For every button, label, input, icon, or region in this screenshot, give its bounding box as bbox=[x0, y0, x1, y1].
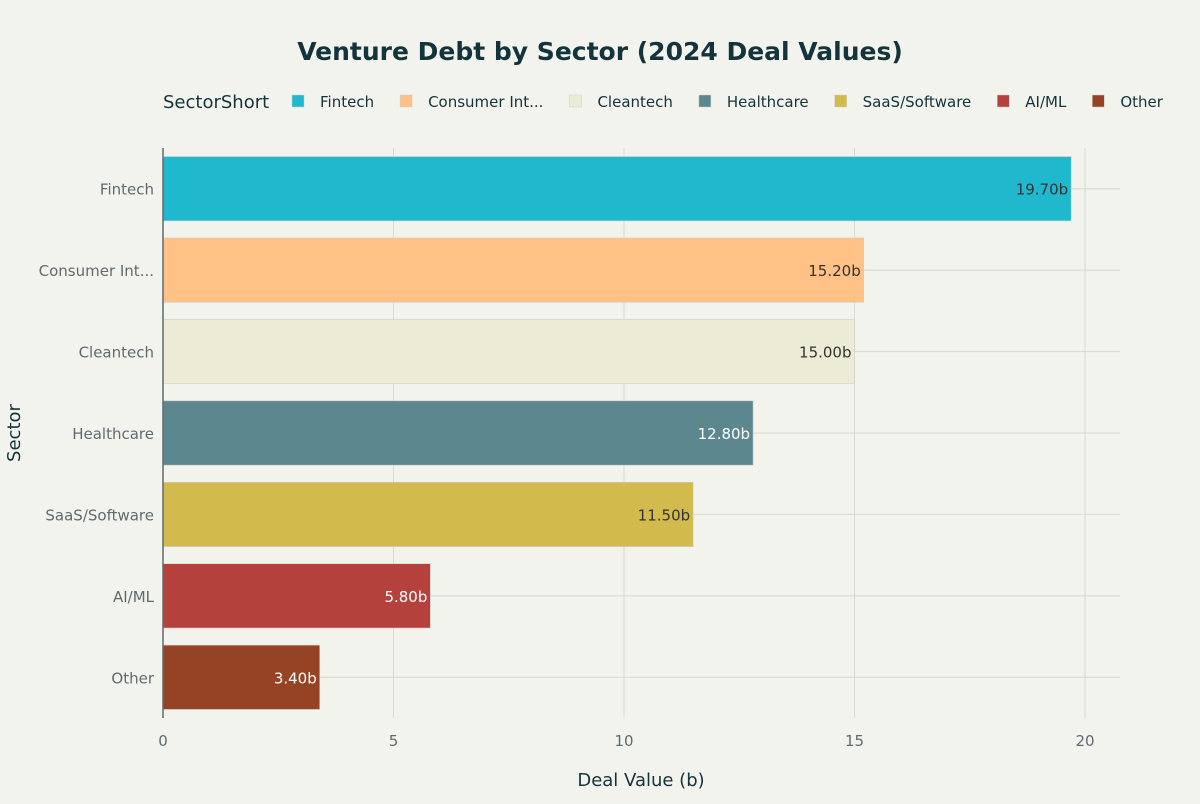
y-axis-label: Sector bbox=[4, 403, 25, 461]
legend-label: SaaS/Software bbox=[863, 93, 972, 111]
legend-item[interactable]: Other bbox=[1092, 93, 1164, 111]
y-tick-label: Fintech bbox=[100, 181, 154, 199]
legend-swatch bbox=[997, 94, 1010, 108]
bar-3 bbox=[162, 400, 754, 466]
data-label: 5.80b bbox=[384, 588, 427, 606]
y-tick-label: AI/ML bbox=[113, 588, 155, 606]
y-tick-label: Healthcare bbox=[72, 425, 154, 443]
bar-5 bbox=[162, 563, 431, 629]
x-tick-label: 20 bbox=[1075, 732, 1094, 750]
legend-item[interactable]: Consumer Int... bbox=[399, 93, 543, 111]
legend-item[interactable]: AI/ML bbox=[997, 93, 1067, 111]
bar-4 bbox=[162, 481, 694, 547]
legend-item[interactable]: Fintech bbox=[291, 93, 374, 111]
legend-label: Other bbox=[1120, 93, 1163, 111]
legend-label: AI/ML bbox=[1025, 93, 1067, 111]
legend-label: Healthcare bbox=[727, 93, 809, 111]
data-label: 12.80b bbox=[698, 425, 750, 443]
y-tick-label: SaaS/Software bbox=[45, 506, 154, 524]
data-label: 3.40b bbox=[274, 669, 317, 687]
x-tick-label: 0 bbox=[158, 732, 168, 750]
bar-2 bbox=[162, 319, 855, 385]
data-label: 15.20b bbox=[808, 262, 860, 280]
legend-item[interactable]: Cleantech bbox=[569, 93, 673, 111]
legend-label: Consumer Int... bbox=[428, 93, 543, 111]
axes: 0 5 10 15 20 Fintech Consumer Int... Cleantech H… bbox=[39, 148, 1095, 750]
legend-label: Cleantech bbox=[597, 93, 672, 111]
bar-6 bbox=[162, 644, 321, 710]
data-label: 19.70b bbox=[1016, 181, 1068, 199]
bar-1 bbox=[162, 237, 865, 303]
bar-0 bbox=[162, 156, 1072, 222]
legend-swatch bbox=[834, 94, 847, 108]
data-label: 11.50b bbox=[638, 506, 690, 524]
x-axis-label: Deal Value (b) bbox=[577, 770, 704, 791]
legend-swatch bbox=[291, 94, 305, 108]
y-tick-label: Other bbox=[111, 669, 154, 687]
chart-title: Venture Debt by Sector (2024 Deal Values… bbox=[297, 37, 903, 66]
legend-swatch bbox=[399, 94, 413, 108]
x-tick-label: 10 bbox=[614, 732, 633, 750]
legend-swatch bbox=[1092, 94, 1105, 108]
legend-item[interactable]: SaaS/Software bbox=[834, 93, 972, 111]
x-tick-label: 5 bbox=[389, 732, 399, 750]
y-tick-label: Cleantech bbox=[79, 344, 154, 362]
legend-swatch bbox=[569, 94, 582, 108]
legend: Fintech Consumer Int... Cleantech Healthcar… bbox=[291, 93, 1164, 111]
legend-label: Fintech bbox=[320, 93, 374, 111]
data-label: 15.00b bbox=[799, 344, 851, 362]
y-tick-label: Consumer Int... bbox=[39, 262, 154, 280]
bars: 19.70b 15.20b 15.00b 12.80b 11.50b 5.80b 3.40b bbox=[162, 156, 1072, 710]
legend-title: SectorShort bbox=[163, 92, 269, 113]
legend-swatch bbox=[698, 94, 712, 108]
legend-item[interactable]: Healthcare bbox=[698, 93, 809, 111]
x-tick-label: 15 bbox=[845, 732, 864, 750]
